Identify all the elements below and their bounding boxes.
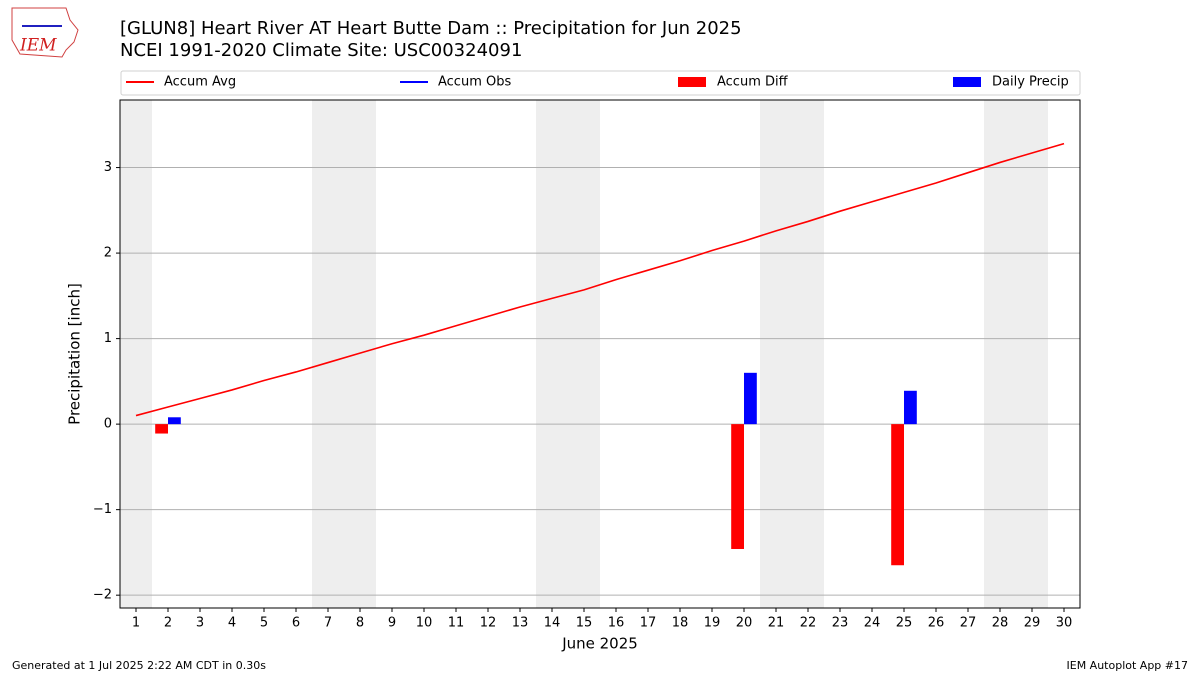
footer-right: IEM Autoplot App #17 <box>1067 659 1189 672</box>
x-tick-label: 22 <box>800 616 817 631</box>
x-tick-label: 9 <box>388 616 396 631</box>
logo: IEM <box>11 7 79 58</box>
x-tick-label: 21 <box>768 616 785 631</box>
x-tick-label: 3 <box>196 616 204 631</box>
y-tick-label: 2 <box>104 246 112 261</box>
x-tick-label: 13 <box>512 616 529 631</box>
weekend-band <box>760 100 824 608</box>
x-tick-label: 16 <box>608 616 625 631</box>
chart-subtitle: NCEI 1991-2020 Climate Site: USC00324091 <box>120 40 522 61</box>
x-tick-label: 8 <box>356 616 364 631</box>
weekend-band <box>312 100 376 608</box>
bar <box>891 424 904 566</box>
legend-label: Accum Avg <box>164 75 236 90</box>
legend-swatch <box>953 77 981 87</box>
x-tick-label: 17 <box>640 616 657 631</box>
x-tick-label: 2 <box>164 616 172 631</box>
bar <box>168 417 181 425</box>
x-tick-label: 10 <box>416 616 433 631</box>
footer-left: Generated at 1 Jul 2025 2:22 AM CDT in 0… <box>12 659 266 672</box>
x-tick-label: 4 <box>228 616 236 631</box>
x-tick-label: 6 <box>292 616 300 631</box>
x-tick-label: 1 <box>132 616 140 631</box>
x-tick-label: 5 <box>260 616 268 631</box>
legend-label: Accum Diff <box>717 75 789 90</box>
y-tick-label: −2 <box>93 588 112 603</box>
x-tick-label: 24 <box>864 616 881 631</box>
x-tick-label: 28 <box>992 616 1009 631</box>
legend-label: Accum Obs <box>438 75 511 90</box>
x-tick-label: 30 <box>1056 616 1073 631</box>
bar <box>731 424 744 549</box>
y-tick-label: −1 <box>93 502 112 517</box>
x-tick-label: 7 <box>324 616 332 631</box>
y-axis-label: Precipitation [inch] <box>66 283 84 425</box>
bar <box>155 424 168 434</box>
x-axis-label: June 2025 <box>561 635 638 653</box>
x-tick-label: 25 <box>896 616 913 631</box>
legend-box <box>120 70 1081 96</box>
legend-label: Daily Precip <box>992 75 1069 90</box>
chart-title: [GLUN8] Heart River AT Heart Butte Dam :… <box>120 18 742 39</box>
x-tick-label: 19 <box>704 616 721 631</box>
x-tick-label: 18 <box>672 616 689 631</box>
x-tick-label: 11 <box>448 616 465 631</box>
y-tick-label: 1 <box>104 331 112 346</box>
x-tick-label: 29 <box>1024 616 1041 631</box>
plot-frame <box>119 99 1081 609</box>
y-tick-label: 3 <box>104 160 112 175</box>
bar <box>744 372 757 425</box>
line <box>135 142 1065 417</box>
x-tick-label: 12 <box>480 616 497 631</box>
logo-outline <box>11 7 79 58</box>
weekend-band <box>120 100 152 608</box>
x-tick-label: 20 <box>736 616 753 631</box>
weekend-band <box>984 100 1048 608</box>
legend-swatch <box>678 77 706 87</box>
logo-text: IEM <box>19 36 57 56</box>
x-tick-label: 27 <box>960 616 977 631</box>
x-tick-label: 26 <box>928 616 945 631</box>
x-tick-label: 15 <box>576 616 593 631</box>
bar <box>904 390 917 425</box>
x-tick-label: 23 <box>832 616 849 631</box>
x-tick-label: 14 <box>544 616 561 631</box>
y-tick-label: 0 <box>104 417 112 432</box>
weekend-bands <box>120 100 1048 608</box>
weekend-band <box>536 100 600 608</box>
